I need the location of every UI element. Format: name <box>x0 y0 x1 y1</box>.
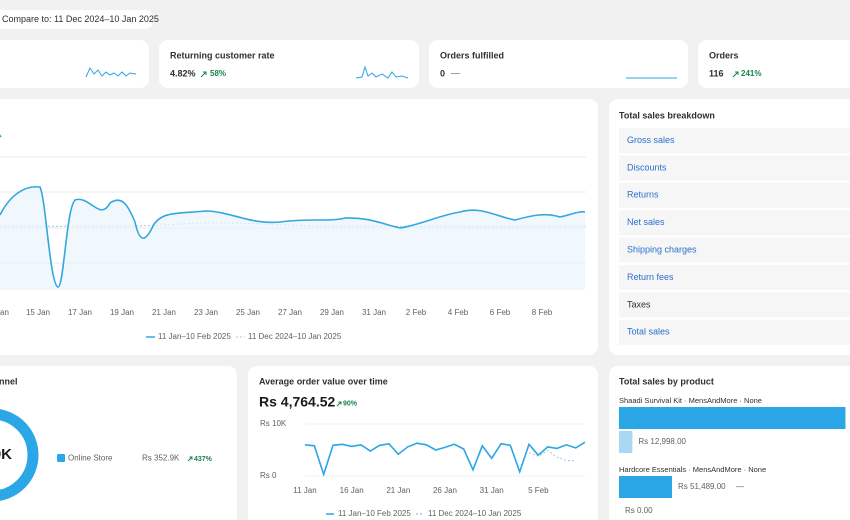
metric-change: 241% <box>741 69 761 78</box>
legend-label: Online Store <box>68 454 113 463</box>
card-title: Average order value over time <box>259 376 388 386</box>
metric-title: Returning customer rate <box>170 50 275 60</box>
product-bar <box>619 476 672 498</box>
sparkline <box>85 66 137 78</box>
x-tick-label: 16 Jan <box>340 486 364 495</box>
x-tick-label: 23 Jan <box>194 308 218 317</box>
card-title: Total sales by product <box>619 376 714 386</box>
compare-pill[interactable] <box>0 10 152 29</box>
metric-change: 58% <box>210 69 226 78</box>
x-tick-label: 8 Feb <box>532 308 553 317</box>
x-tick-label: 29 Jan <box>320 308 344 317</box>
breakdown-label: Net sales <box>627 217 665 227</box>
product-name: Hardcore Essentials · MensAndMore · None <box>619 465 766 474</box>
breakdown-row[interactable] <box>619 292 850 318</box>
breakdown-label: Returns <box>627 190 659 200</box>
breakdown-label: Shipping charges <box>627 244 697 254</box>
metric-card[interactable] <box>0 40 149 88</box>
breakdown-row[interactable] <box>619 128 850 153</box>
metric-value: 4.82% <box>170 68 196 78</box>
sales-line <box>0 186 586 288</box>
up-arrow <box>732 71 739 78</box>
x-tick-label: 25 Jan <box>236 308 260 317</box>
area <box>0 186 585 290</box>
y-tick-label: Rs 0 <box>260 471 277 480</box>
x-tick-label: 15 Jan <box>26 308 50 317</box>
breakdown-row[interactable] <box>619 265 850 290</box>
bar-change: — <box>736 482 744 491</box>
bar-label: Rs 0.00 <box>625 506 653 515</box>
aov-change: 90% <box>343 400 358 407</box>
x-tick-label: 21 Jan <box>152 308 176 317</box>
metric-card[interactable] <box>429 40 688 88</box>
y-tick-label: Rs 10K <box>260 419 287 428</box>
product-bar-previous <box>619 431 633 453</box>
product-name: Shaadi Survival Kit · MensAndMore · None <box>619 396 762 405</box>
channel-amount: Rs 352.9K <box>142 454 180 463</box>
breakdown-label: Taxes <box>627 299 651 309</box>
sparkline <box>355 65 409 79</box>
metric-value: 116 <box>709 68 724 78</box>
breakdown-label: Total sales <box>627 327 670 337</box>
channel-change: 437% <box>194 456 213 463</box>
x-tick-label: 27 Jan <box>278 308 302 317</box>
card-title: nnel <box>0 376 18 386</box>
x-tick-label: 19 Jan <box>110 308 134 317</box>
breakdown-label: Discounts <box>627 162 667 172</box>
donut-total: 0K <box>0 446 12 463</box>
breakdown-row[interactable] <box>619 237 850 263</box>
breakdown-row[interactable] <box>619 182 850 208</box>
up-arrow <box>336 401 342 407</box>
card-title: Total sales breakdown <box>619 110 715 120</box>
x-tick-label: 26 Jan <box>433 486 457 495</box>
metric-title: Orders fulfilled <box>440 50 504 60</box>
compare-label: Compare to: 11 Dec 2024–10 Jan 2025 <box>2 14 159 24</box>
breakdown-label: Return fees <box>627 272 674 282</box>
metric-card[interactable] <box>159 40 419 88</box>
breakdown-label: Gross sales <box>627 135 675 145</box>
x-tick-label: 21 Jan <box>386 486 410 495</box>
x-tick-label: 11 Jan <box>293 486 316 495</box>
channel-card <box>0 366 237 520</box>
metric-title: Orders <box>709 50 739 60</box>
metric-change: — <box>451 67 460 77</box>
x-tick-label: 31 Jan <box>480 486 504 495</box>
up-arrow <box>187 456 193 462</box>
aov-card <box>248 366 598 520</box>
legend-label: 11 Dec 2024–10 Jan 2025 <box>248 332 342 341</box>
x-tick-label: 31 Jan <box>362 308 386 317</box>
x-tick-label: 6 Feb <box>490 308 511 317</box>
aov-line <box>528 449 576 462</box>
aov-line <box>304 441 586 477</box>
metric-value: 0 <box>440 68 445 78</box>
breakdown-row[interactable] <box>619 319 850 345</box>
product-bar <box>619 407 846 429</box>
x-tick-label: 17 Jan <box>68 308 92 317</box>
bar-label: Rs 12,998.00 <box>638 437 686 446</box>
x-tick-label: Jan <box>0 308 9 317</box>
donut <box>0 409 39 501</box>
aov-value: Rs 4,764.52 <box>259 394 335 410</box>
x-tick-label: 5 Feb <box>528 486 549 495</box>
legend-label: 11 Dec 2024–10 Jan 2025 <box>428 509 522 518</box>
legend-label: 11 Jan–10 Feb 2025 <box>338 509 411 518</box>
legend-label: 11 Jan–10 Feb 2025 <box>158 332 231 341</box>
x-tick-label: 2 Feb <box>406 308 427 317</box>
breakdown-row[interactable] <box>619 155 850 181</box>
bar-label: Rs 51,489.00 <box>678 482 726 491</box>
metric-card[interactable] <box>698 40 850 88</box>
breakdown-row[interactable] <box>619 210 850 236</box>
up-arrow <box>200 71 207 78</box>
icon <box>0 134 2 138</box>
legend-swatch <box>57 454 65 462</box>
x-tick-label: 4 Feb <box>448 308 469 317</box>
